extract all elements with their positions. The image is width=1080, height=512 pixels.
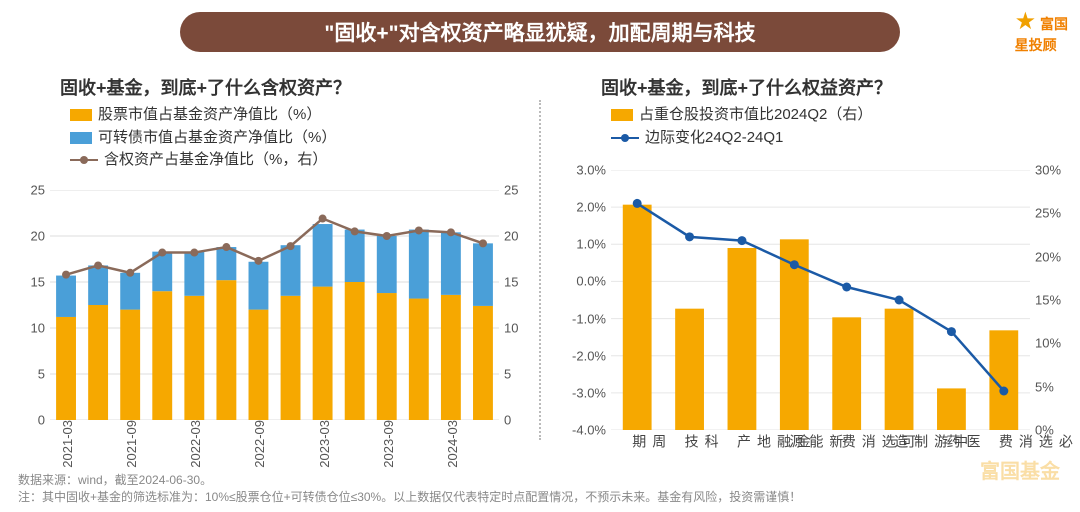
right-y-axis-left: -4.0%-3.0%-2.0%-1.0%0.0%1.0%2.0%3.0% <box>551 170 606 430</box>
legend-bar1-label: 股票市值占基金资产净值比（%） <box>98 104 321 127</box>
right-plot: -4.0%-3.0%-2.0%-1.0%0.0%1.0%2.0%3.0% 0%5… <box>611 170 1030 430</box>
swatch-bar1 <box>70 109 92 121</box>
left-subtitle: 固收+基金，到底+了什么含权资产？ <box>60 74 529 100</box>
left-y-axis-left: 0510152025 <box>5 190 45 420</box>
footer-line2: 注：其中固收+基金的筛选标准为：10%≤股票仓位+可转债仓位≤30%。以上数据仅… <box>18 489 1062 506</box>
legend-line-label: 含权资产占基金净值比（%，右） <box>104 149 327 172</box>
left-plot: 0510152025 0510152025 2021-032021-092022… <box>50 190 499 420</box>
brand-logo: ★ 富国 星投顾 <box>1015 8 1068 54</box>
charts-row: 固收+基金，到底+了什么含权资产？ 股票市值占基金资产净值比（%） 可转债市值占… <box>0 60 1080 460</box>
legend-bar-r: 占重仓股投资市值比2024Q2（右） <box>611 104 1070 127</box>
left-y-axis-right: 0510152025 <box>504 190 544 420</box>
swatch-bar2 <box>70 132 92 144</box>
right-x-labels: 周期科技金融地产新能源可选消费中游制造医药必选消费 <box>611 430 1030 440</box>
right-subtitle: 固收+基金，到底+了什么权益资产？ <box>601 74 1070 100</box>
left-svg <box>50 190 499 420</box>
panel-right: 固收+基金，到底+了什么权益资产？ 占重仓股投资市值比2024Q2（右） 边际变… <box>541 60 1080 460</box>
title-text: "固收+"对含权资产略显犹疑，加配周期与科技 <box>324 17 755 47</box>
star-icon: ★ <box>1015 8 1037 35</box>
legend-stock: 股票市值占基金资产净值比（%） <box>70 104 529 127</box>
right-legend: 占重仓股投资市值比2024Q2（右） 边际变化24Q2-24Q1 <box>611 104 1070 149</box>
legend-cb: 可转债市值占基金资产净值比（%） <box>70 127 529 150</box>
logo-line2: 星投顾 <box>1015 37 1057 53</box>
legend-total: 含权资产占基金净值比（%，右） <box>70 149 529 172</box>
swatch-line <box>70 154 98 166</box>
panel-left: 固收+基金，到底+了什么含权资产？ 股票市值占基金资产净值比（%） 可转债市值占… <box>0 60 539 460</box>
legend-line-r: 边际变化24Q2-24Q1 <box>611 127 1070 150</box>
right-y-axis-right: 0%5%10%15%20%25%30% <box>1035 170 1075 430</box>
footer: 数据来源：wind，截至2024-06-30。 注：其中固收+基金的筛选标准为：… <box>18 472 1062 506</box>
logo-line1: 富国 <box>1040 16 1068 32</box>
legend-bar-r-label: 占重仓股投资市值比2024Q2（右） <box>639 104 872 127</box>
left-legend: 股票市值占基金资产净值比（%） 可转债市值占基金资产净值比（%） 含权资产占基金… <box>70 104 529 172</box>
swatch-line-r <box>611 132 639 144</box>
footer-line1: 数据来源：wind，截至2024-06-30。 <box>18 472 1062 489</box>
right-svg <box>611 170 1030 430</box>
legend-bar2-label: 可转债市值占基金资产净值比（%） <box>98 127 336 150</box>
title-banner: "固收+"对含权资产略显犹疑，加配周期与科技 <box>180 12 900 52</box>
legend-line-r-label: 边际变化24Q2-24Q1 <box>645 127 783 150</box>
left-x-labels: 2021-032021-092022-032022-092023-032023-… <box>50 420 499 430</box>
swatch-bar-r <box>611 109 633 121</box>
